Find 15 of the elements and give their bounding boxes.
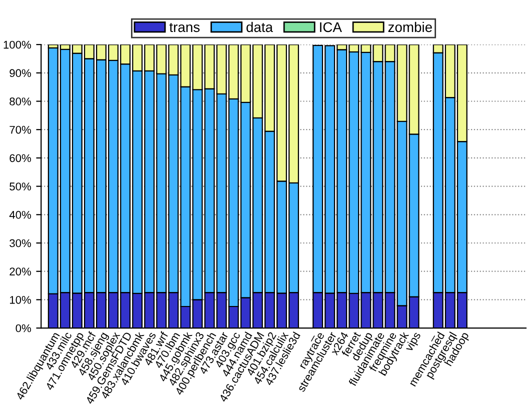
- legend-label: data: [246, 22, 273, 32]
- y-tick-label: 10%: [10, 296, 31, 304]
- y-tick-label: 70%: [10, 126, 31, 134]
- y-tick-label: 60%: [10, 154, 31, 162]
- y-tick-label: 80%: [10, 98, 31, 106]
- y-tick-label: 100%: [4, 40, 31, 49]
- y-tick-label: 20%: [10, 268, 31, 276]
- y-tick-label: 40%: [9, 210, 31, 219]
- y-tick-label: 30%: [10, 239, 31, 248]
- legend-label: trans: [169, 22, 200, 32]
- y-tick-label: 90%: [10, 69, 31, 78]
- legend-label: ICA: [320, 22, 342, 32]
- y-tick-label: 50%: [10, 182, 31, 190]
- legend-label: zombie: [388, 22, 432, 32]
- y-tick-label: 0%: [16, 324, 31, 332]
